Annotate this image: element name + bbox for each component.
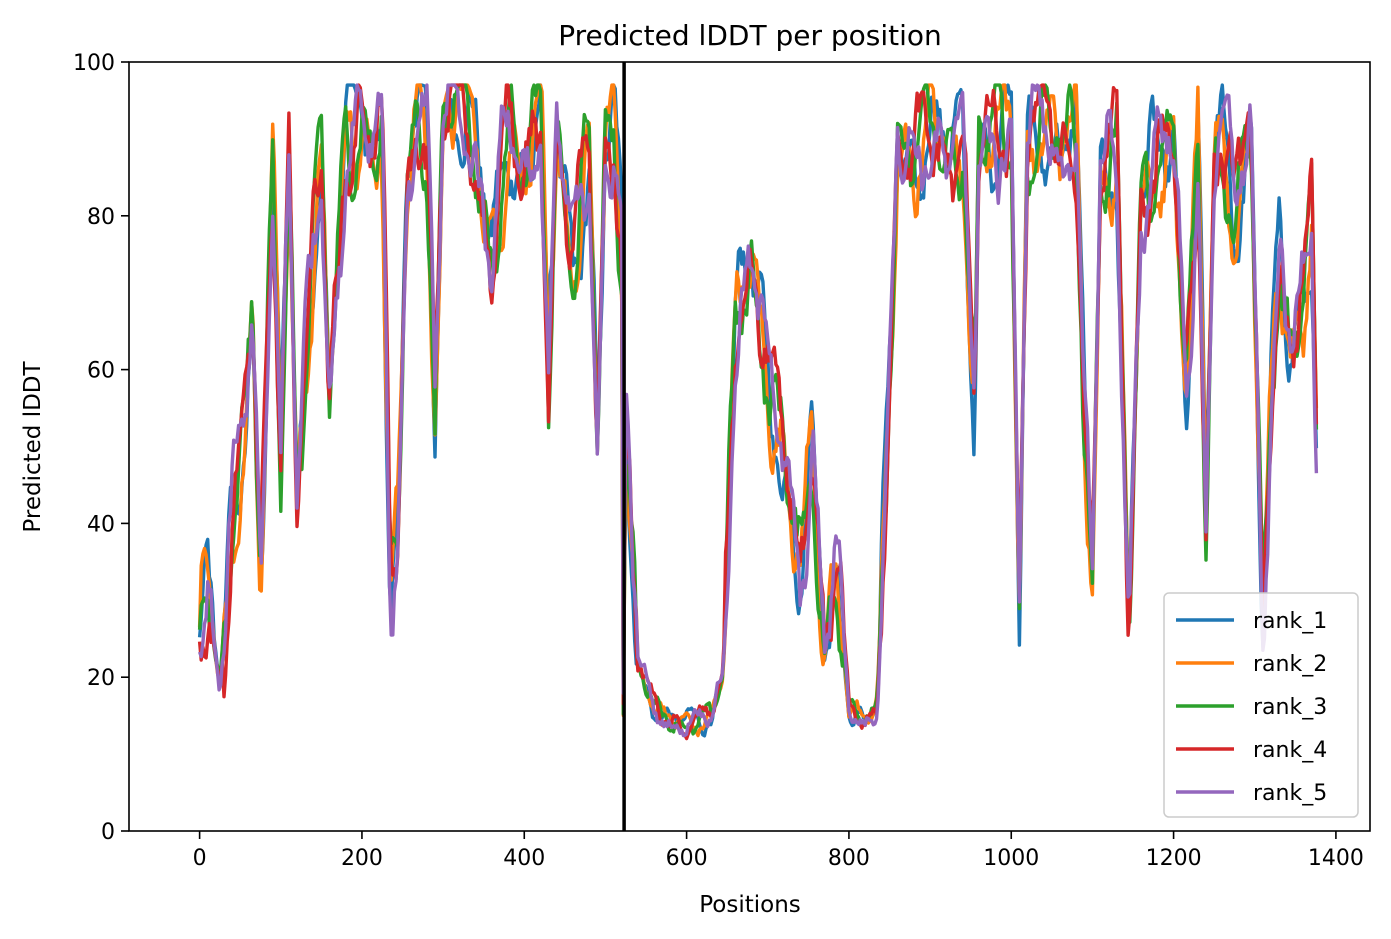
y-tick-label: 20 <box>87 666 115 691</box>
legend-label-rank_2: rank_2 <box>1253 652 1327 677</box>
y-axis: 0 20 40 60 80 100 <box>73 51 129 845</box>
x-tick-label: 600 <box>666 846 708 871</box>
series-line-rank_5 <box>197 83 1319 738</box>
y-tick-label: 80 <box>87 205 115 230</box>
series-layer <box>197 83 1319 741</box>
x-tick-label: 0 <box>193 846 207 871</box>
legend-label-rank_4: rank_4 <box>1253 738 1327 763</box>
y-tick-label: 60 <box>87 359 115 384</box>
x-tick-label: 200 <box>341 846 383 871</box>
x-tick-label: 400 <box>503 846 545 871</box>
legend: rank_1 rank_2 rank_3 rank_4 rank_5 <box>1163 592 1359 818</box>
y-tick-label: 100 <box>73 51 115 76</box>
plot-frame <box>128 61 1371 832</box>
x-tick-label: 800 <box>828 846 870 871</box>
y-tick-label: 40 <box>87 512 115 537</box>
x-tick-label: 1200 <box>1146 846 1202 871</box>
x-axis-title: Positions <box>699 892 801 918</box>
x-axis: 0 200 400 600 800 1000 1200 1400 <box>193 831 1364 871</box>
legend-box <box>1163 592 1359 818</box>
x-tick-label: 1400 <box>1308 846 1364 871</box>
legend-label-rank_1: rank_1 <box>1253 609 1327 634</box>
y-tick-label: 0 <box>101 820 115 845</box>
x-tick-label: 1000 <box>983 846 1039 871</box>
chart-title: Predicted lDDT per position <box>558 19 942 52</box>
y-axis-title: Predicted lDDT <box>20 360 46 532</box>
legend-label-rank_5: rank_5 <box>1253 781 1327 806</box>
legend-label-rank_3: rank_3 <box>1253 695 1327 720</box>
